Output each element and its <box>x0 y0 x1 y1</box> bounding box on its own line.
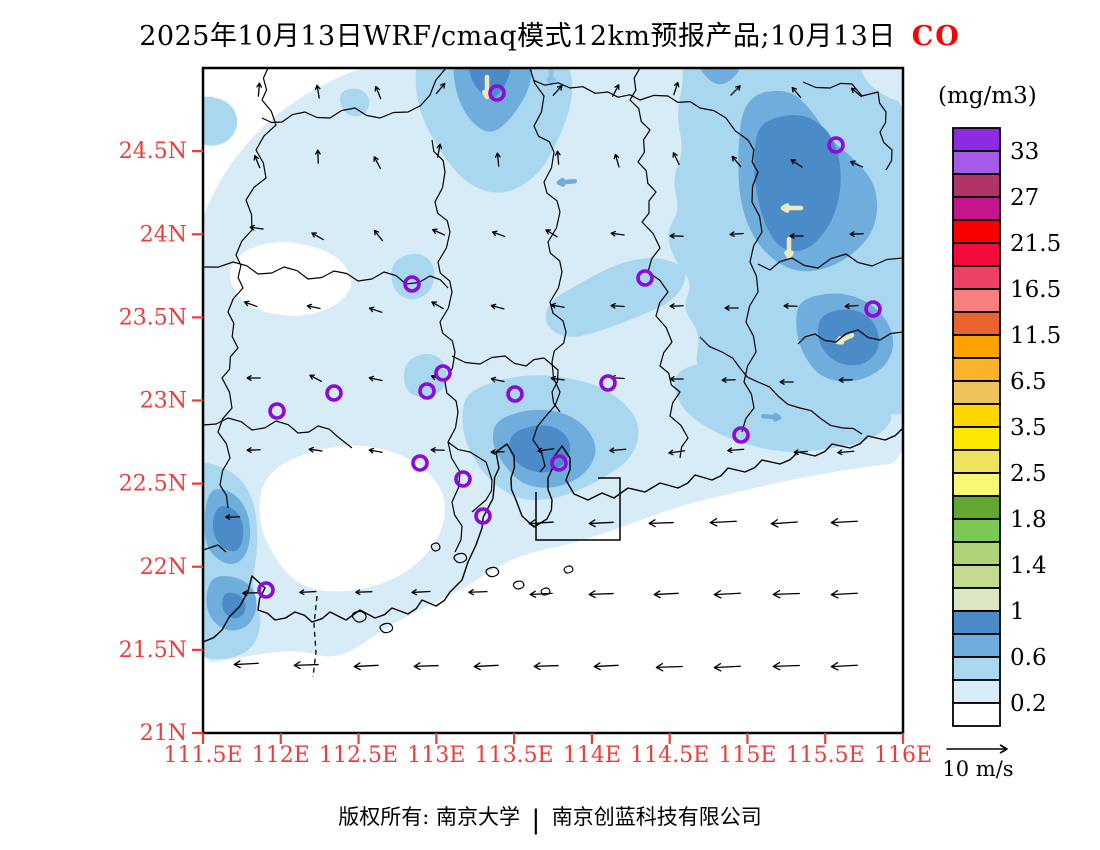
colorbar-swatch <box>952 564 1001 589</box>
station-marker <box>434 364 452 382</box>
colorbar-tick-label: 2.5 <box>1010 461 1047 487</box>
station-marker <box>506 385 524 403</box>
colorbar-tick-label: 1 <box>1010 599 1025 625</box>
page-title: 2025年10月13日WRF/cmaq模式12km预报产品;10月13日 CO <box>0 14 1100 53</box>
colorbar-swatch <box>952 541 1001 566</box>
colorbar-tick-label: 21.5 <box>1010 231 1061 257</box>
colorbar-units-label: (mg/m3) <box>938 83 1037 109</box>
colorbar-swatch <box>952 219 1001 244</box>
colorbar-swatch <box>952 426 1001 451</box>
colorbar-swatch <box>952 449 1001 474</box>
station-marker <box>827 136 845 154</box>
station-marker <box>454 470 472 488</box>
colorbar-tick-label: 11.5 <box>1010 323 1061 349</box>
colorbar-tick-label: 0.2 <box>1010 691 1047 717</box>
lon-tick-label: 115E <box>718 743 776 768</box>
title-text: 2025年10月13日WRF/cmaq模式12km预报产品;10月13日 <box>139 21 896 52</box>
station-marker <box>732 426 750 444</box>
station-marker <box>488 84 506 102</box>
station-marker <box>636 269 654 287</box>
station-marker <box>411 454 429 472</box>
station-markers <box>257 84 882 599</box>
wind-scale-label: 10 m/s <box>942 757 1013 781</box>
colorbar-swatch <box>952 127 1001 152</box>
lat-tick-label: 24N <box>140 222 187 247</box>
footer-separator: | <box>528 805 544 835</box>
colorbar-swatch <box>952 610 1001 635</box>
domain-box <box>535 477 621 541</box>
colorbar-swatch <box>952 679 1001 704</box>
lat-tick-label: 21.5N <box>119 638 187 663</box>
colorbar-swatch <box>952 311 1001 336</box>
station-marker <box>418 382 436 400</box>
co-concentration-fills <box>203 68 903 663</box>
colorbar-tick-label: 6.5 <box>1010 369 1047 395</box>
lat-tick-label: 22.5N <box>119 472 187 497</box>
lat-tick-label: 24.5N <box>119 139 187 164</box>
station-marker <box>474 507 492 525</box>
station-marker <box>257 581 275 599</box>
colorbar-swatch <box>952 196 1001 221</box>
station-marker <box>864 300 882 318</box>
colorbar-swatch <box>952 403 1001 428</box>
colorbar-swatch <box>952 173 1001 198</box>
lon-tick-label: 112.5E <box>319 743 398 768</box>
colorbar-swatch <box>952 242 1001 267</box>
colorbar-tick-label: 27 <box>1010 185 1039 211</box>
colorbar-legend: (mg/m3) 33 27 21.5 16.5 11.5 6.5 3.5 2.5 1.8 1.4 1 0… <box>938 83 1061 727</box>
colorbar-swatch <box>952 357 1001 382</box>
latitude-axis: 24.5N 24N 23.5N 23N 22.5N 22N 21.5N 21N <box>119 139 203 746</box>
copyright-footer: 版权所有: 南京大学 | 南京创蓝科技有限公司 <box>0 801 1100 835</box>
longitude-axis: 111.5E 112E 112.5E 113E 113.5E 114E 114.5E 115E… <box>163 733 932 768</box>
wind-scale-reference: 10 m/s <box>942 744 1014 781</box>
lon-tick-label: 113.5E <box>475 743 554 768</box>
lat-tick-label: 23.5N <box>119 305 187 330</box>
station-marker <box>403 275 421 293</box>
lon-tick-label: 113E <box>407 743 465 768</box>
colorbar-swatch <box>952 380 1001 405</box>
lat-tick-label: 23N <box>140 389 187 414</box>
colorbar-swatch <box>952 702 1001 727</box>
station-marker <box>550 454 568 472</box>
colorbar-swatch <box>952 518 1001 543</box>
lon-tick-label: 114.5E <box>630 743 709 768</box>
colorbar-swatch <box>952 150 1001 175</box>
lon-tick-label: 114E <box>563 743 621 768</box>
colorbar-swatch <box>952 656 1001 681</box>
lon-tick-label: 111.5E <box>163 743 242 768</box>
islands <box>351 542 574 634</box>
colorbar-tick-label: 16.5 <box>1010 277 1061 303</box>
lat-tick-label: 21N <box>140 721 187 746</box>
colorbar-swatch <box>952 288 1001 313</box>
colorbar-tick-label: 1.4 <box>1010 553 1047 579</box>
colorbar-tick-label: 1.8 <box>1010 507 1047 533</box>
colorbar-swatch <box>952 334 1001 359</box>
colorbar-tick-label: 3.5 <box>1010 415 1047 441</box>
colorbar-swatch <box>952 265 1001 290</box>
colorbar-swatch <box>952 633 1001 658</box>
title-species-label: CO <box>911 21 961 52</box>
copyright-company: 南京创蓝科技有限公司 <box>551 805 762 829</box>
coastline <box>203 427 903 643</box>
colorbar-swatch <box>952 495 1001 520</box>
lon-tick-label: 112E <box>252 743 310 768</box>
station-marker <box>599 374 617 392</box>
colorbar-swatch <box>952 472 1001 497</box>
station-marker <box>325 384 343 402</box>
colorbar-swatch <box>952 587 1001 612</box>
lon-tick-label: 115.5E <box>786 743 865 768</box>
lat-tick-label: 22N <box>140 555 187 580</box>
lon-tick-label: 116E <box>874 743 932 768</box>
wind-vector-field <box>225 81 864 672</box>
station-marker <box>268 402 286 420</box>
colorbar-tick-label: 33 <box>1010 139 1039 165</box>
map-plot-area <box>203 68 903 733</box>
copyright-owner: 版权所有: 南京大学 <box>338 805 521 829</box>
colorbar-tick-label: 0.6 <box>1010 645 1047 671</box>
